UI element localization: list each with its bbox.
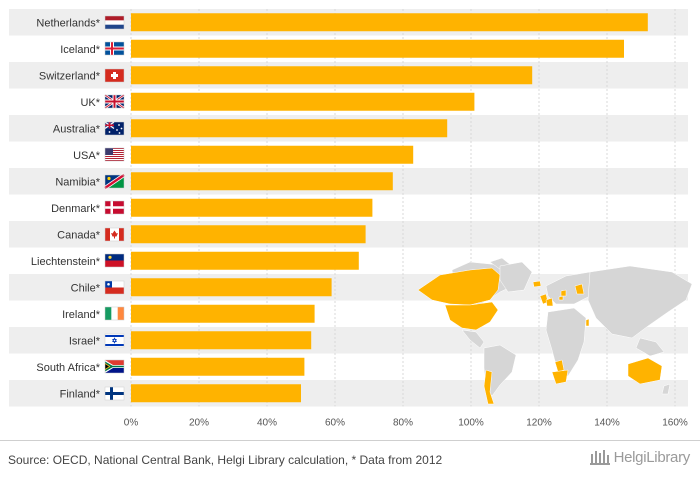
usa-flag-icon — [104, 147, 125, 162]
x-axis-tick-labels: 0% 20% 40% 60% 80% 100% 120% 140% 160% — [124, 418, 688, 429]
bar[interactable] — [131, 66, 533, 85]
bar[interactable] — [131, 92, 475, 111]
bar[interactable] — [131, 304, 315, 323]
category-label: Iceland* — [60, 44, 100, 56]
bar[interactable] — [131, 384, 301, 403]
israel-flag-icon — [104, 333, 125, 348]
category-label: Namibia* — [55, 176, 100, 188]
bar[interactable] — [131, 278, 332, 297]
footer-divider — [0, 440, 700, 441]
flag-icons — [103, 15, 126, 401]
category-label: USA* — [73, 150, 101, 162]
category-label: South Africa* — [36, 362, 100, 374]
category-label: Finland* — [60, 388, 101, 400]
bar[interactable] — [131, 39, 624, 58]
netherlands-flag-icon — [104, 15, 125, 30]
namibia-flag-icon — [103, 173, 126, 190]
bar[interactable] — [131, 331, 312, 350]
liechtenstein-flag-icon — [104, 253, 125, 268]
x-tick-label: 0% — [124, 418, 139, 429]
x-tick-label: 40% — [257, 418, 277, 429]
bar[interactable] — [131, 145, 414, 164]
bar[interactable] — [131, 172, 393, 191]
category-label: Denmark* — [51, 203, 101, 215]
category-label: Australia* — [53, 123, 101, 135]
switzerland-flag-icon — [104, 68, 125, 83]
x-tick-label: 80% — [393, 418, 413, 429]
bar[interactable] — [131, 357, 305, 376]
brand-name: HelgiLibrary — [613, 448, 691, 466]
x-tick-label: 100% — [458, 418, 484, 429]
x-tick-label: 20% — [189, 418, 209, 429]
bar[interactable] — [131, 13, 648, 32]
x-tick-label: 140% — [594, 418, 620, 429]
category-label: Netherlands* — [36, 17, 100, 29]
helgi-library-logo-icon — [589, 450, 610, 465]
x-tick-label: 60% — [325, 418, 345, 429]
bar[interactable] — [131, 119, 448, 138]
category-label: Israel* — [69, 335, 101, 347]
category-label: Switzerland* — [39, 70, 101, 82]
bars — [131, 13, 648, 403]
x-tick-label: 120% — [526, 418, 552, 429]
canada-flag-icon — [104, 227, 125, 242]
uk-flag-icon — [104, 93, 125, 110]
south-africa-flag-icon — [104, 359, 125, 374]
brand-logo[interactable]: HelgiLibrary — [589, 448, 690, 466]
x-tick-label: 160% — [662, 418, 688, 429]
category-labels: Netherlands* Iceland* Switzerland* UK* Austr… — [31, 17, 101, 400]
australia-flag-icon — [104, 121, 125, 136]
category-label: Chile* — [71, 282, 101, 294]
bar[interactable] — [131, 251, 359, 270]
world-map-decoration — [417, 257, 693, 405]
bar-chart: Netherlands* Iceland* Switzerland* UK* Austr… — [9, 9, 693, 429]
chile-flag-icon — [104, 280, 125, 295]
category-label: UK* — [80, 97, 100, 109]
iceland-flag-icon — [104, 41, 125, 56]
bar[interactable] — [131, 198, 373, 217]
source-note: Source: OECD, National Central Bank, Hel… — [8, 453, 443, 467]
denmark-flag-icon — [104, 200, 125, 215]
category-label: Ireland* — [62, 309, 101, 321]
bar[interactable] — [131, 225, 366, 244]
category-label: Canada* — [57, 229, 101, 241]
finland-flag-icon — [104, 386, 125, 401]
ireland-flag-icon — [104, 306, 125, 321]
category-label: Liechtenstein* — [31, 256, 101, 268]
